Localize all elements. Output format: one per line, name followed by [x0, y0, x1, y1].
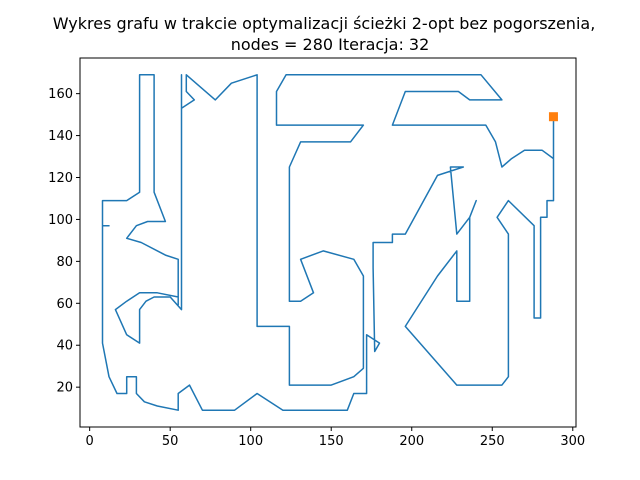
y-tick-label: 80 — [56, 255, 73, 270]
x-tick-label: 0 — [86, 434, 94, 449]
x-tick-label: 150 — [319, 434, 344, 449]
x-tick-label: 250 — [480, 434, 505, 449]
plot-frame — [79, 57, 577, 428]
y-tick-label: 40 — [56, 339, 73, 354]
x-tick-label: 50 — [162, 434, 179, 449]
y-tick-label: 20 — [56, 381, 73, 396]
x-axis: 0 50 100 150 200 250 300 — [86, 427, 585, 449]
x-tick-label: 100 — [238, 434, 263, 449]
plot-area — [101, 74, 558, 411]
x-tick-label: 200 — [399, 434, 424, 449]
chart-subtitle: nodes = 280 Iteracja: 32 — [231, 35, 430, 54]
chart-title: Wykres grafu w trakcie optymalizacji ści… — [53, 14, 596, 33]
y-tick-label: 120 — [48, 171, 73, 186]
y-axis: 20 40 60 80 100 120 140 160 — [48, 87, 80, 396]
tour-path-line — [101, 74, 555, 411]
y-tick-label: 160 — [48, 87, 73, 102]
y-tick-label: 60 — [56, 297, 73, 312]
x-tick-label: 300 — [560, 434, 585, 449]
y-tick-label: 140 — [48, 129, 73, 144]
start-node-marker — [548, 112, 558, 122]
y-tick-label: 100 — [48, 213, 73, 228]
